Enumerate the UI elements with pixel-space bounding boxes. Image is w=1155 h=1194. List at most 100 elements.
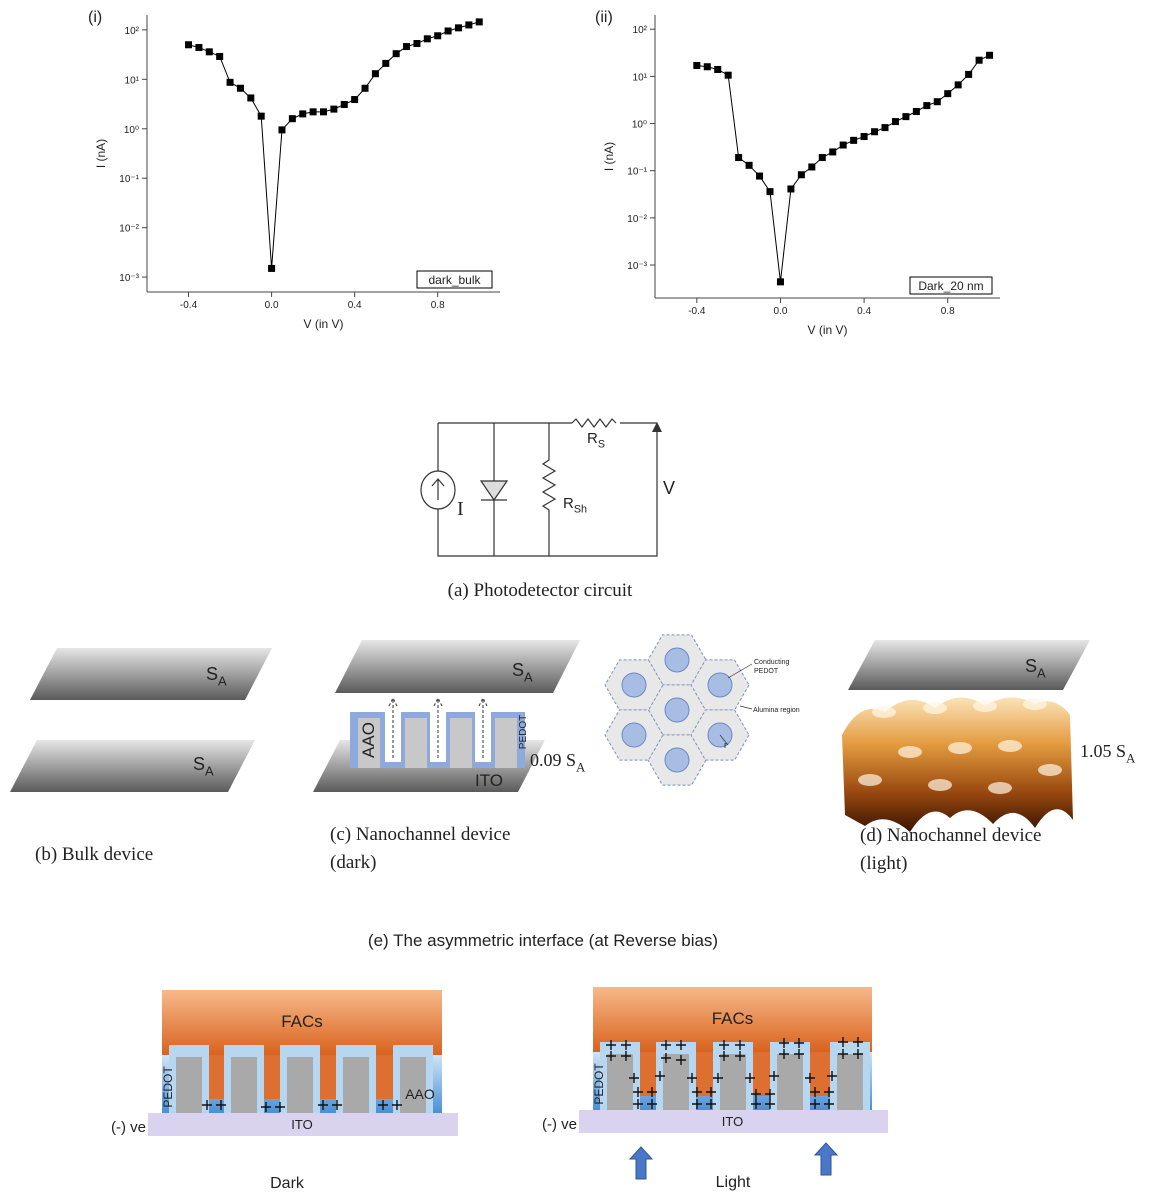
- panel-label: (i): [88, 9, 102, 26]
- series-line: [697, 55, 990, 282]
- marker: [944, 90, 951, 97]
- pedot-label: PEDOT: [518, 715, 529, 749]
- aao-pillar: [176, 1057, 202, 1113]
- label-main: R: [587, 430, 598, 447]
- marker: [372, 70, 379, 77]
- aao-pillar: [343, 1057, 369, 1113]
- marker: [216, 53, 223, 60]
- marker: [393, 50, 400, 57]
- marker: [330, 106, 337, 113]
- label-sub: A: [524, 669, 533, 684]
- label-sub: Sh: [574, 504, 587, 516]
- label-sub: A: [576, 759, 586, 774]
- plate: [335, 640, 580, 693]
- plate: [848, 640, 1090, 690]
- layer-label: PEDOT: [592, 1063, 606, 1105]
- x-tick-label: 0.8: [431, 300, 445, 311]
- marker: [445, 27, 452, 34]
- afm-peak: [928, 779, 952, 791]
- condition-label: Dark: [270, 1175, 305, 1192]
- marker: [986, 52, 993, 59]
- y-axis-label: I (nA): [602, 142, 616, 171]
- x-tick-label: 0.0: [265, 300, 279, 311]
- marker: [767, 188, 774, 195]
- label-main: 0.09 S: [530, 750, 576, 770]
- label-main: S: [206, 664, 218, 684]
- subscripted-label: 1.05 SA: [1080, 741, 1136, 765]
- fac-channel: [640, 1050, 656, 1096]
- marker: [424, 35, 431, 42]
- pedot-pore: [665, 648, 689, 672]
- x-tick-label: -0.4: [180, 300, 198, 311]
- marker: [413, 40, 420, 47]
- section-title: (e) The asymmetric interface (at Reverse…: [368, 931, 718, 950]
- afm-peak: [1038, 764, 1062, 776]
- y-tick-label: 10⁻²: [627, 214, 647, 225]
- marker: [693, 62, 700, 69]
- marker: [976, 57, 983, 64]
- marker: [268, 265, 275, 272]
- marker: [902, 113, 909, 120]
- subscripted-label: 0.09 SA: [530, 750, 586, 774]
- layer-label: FACs: [712, 1009, 754, 1028]
- subscripted-label: RSh: [563, 495, 587, 516]
- caption: (dark): [330, 852, 376, 873]
- y-tick-label: 10⁻¹: [627, 167, 647, 178]
- marker: [777, 278, 784, 285]
- marker: [403, 43, 410, 50]
- label-main: R: [563, 495, 574, 512]
- marker: [861, 133, 868, 140]
- label-sub: S: [598, 439, 605, 451]
- pillar: [405, 718, 427, 768]
- afm-peak: [923, 702, 947, 714]
- x-axis-label: V (in V): [303, 317, 343, 331]
- caption: (c) Nanochannel device: [330, 824, 510, 845]
- layer-label: ITO: [291, 1117, 312, 1132]
- marker: [455, 24, 462, 31]
- caption: (light): [860, 853, 908, 874]
- label-main: S: [193, 754, 205, 774]
- x-axis-label: V (in V): [807, 323, 847, 337]
- marker: [704, 63, 711, 70]
- marker: [476, 18, 483, 25]
- afm-peak: [898, 746, 922, 758]
- pillar: [495, 718, 517, 768]
- aao-label: AAO: [359, 722, 378, 758]
- condition-label: Light: [716, 1174, 751, 1191]
- layer-label: FACs: [281, 1012, 323, 1031]
- pore-label: Alumina region: [753, 707, 800, 714]
- label-sub: A: [1037, 665, 1046, 680]
- light-arrow: [630, 1147, 652, 1179]
- y-tick-label: 10¹: [633, 72, 648, 83]
- y-tick-label: 10⁰: [632, 120, 647, 131]
- panel-label: (ii): [595, 9, 613, 26]
- marker: [237, 85, 244, 92]
- pedot-pore: [665, 698, 689, 722]
- voltage-label: V: [663, 478, 675, 498]
- aao-pillar: [400, 1057, 426, 1113]
- marker: [913, 108, 920, 115]
- marker: [965, 71, 972, 78]
- legend-entry: dark_bulk: [428, 273, 481, 287]
- pedot-pore: [622, 723, 646, 747]
- marker: [735, 154, 742, 161]
- x-tick-label: 0.4: [857, 306, 871, 317]
- layer-label: ITO: [722, 1114, 743, 1129]
- x-tick-label: 0.4: [348, 300, 362, 311]
- marker: [320, 108, 327, 115]
- y-tick-label: 10⁻¹: [119, 174, 139, 185]
- afm-peak: [858, 774, 882, 786]
- fac-channel: [209, 1053, 224, 1099]
- layer-label: AAO: [405, 1086, 435, 1102]
- marker: [434, 32, 441, 39]
- marker: [341, 101, 348, 108]
- y-tick-label: 10²: [125, 26, 140, 37]
- pedot-pore: [708, 673, 732, 697]
- label-main: 1.05 S: [1080, 741, 1126, 761]
- series-line: [189, 22, 480, 269]
- label-main: S: [512, 660, 524, 680]
- marker: [185, 41, 192, 48]
- afm-peak: [1023, 698, 1047, 710]
- marker: [882, 124, 889, 131]
- y-tick-label: 10¹: [125, 75, 140, 86]
